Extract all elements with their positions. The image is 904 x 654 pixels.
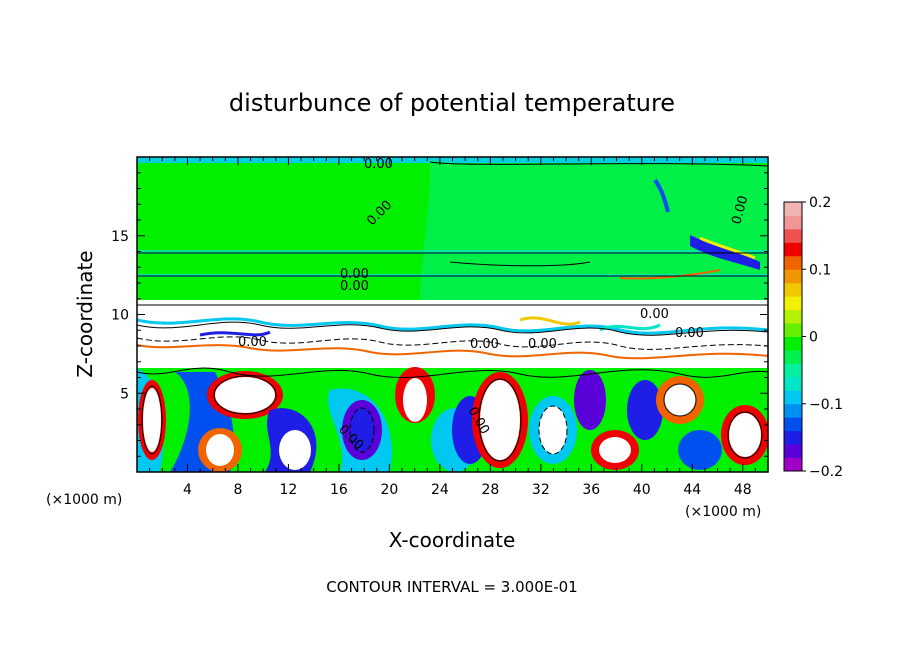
x-tick-label: 8	[233, 482, 242, 498]
colorbar-swatch	[784, 390, 802, 405]
x-tick-label: 20	[380, 482, 398, 498]
x-tick-label: 24	[431, 482, 449, 498]
colorbar-swatch	[784, 363, 802, 378]
contour-interval-note: CONTOUR INTERVAL = 3.000E-01	[326, 578, 577, 596]
y-axis: 5 10 15	[111, 172, 768, 457]
colorbar-tick-label: −0.2	[809, 464, 843, 480]
colorbar-swatch	[784, 255, 802, 270]
x-tick-label: 12	[280, 482, 298, 498]
colorbar-swatch	[784, 349, 802, 364]
y-tick-label: 5	[120, 386, 129, 402]
y-tick-label: 15	[111, 229, 129, 245]
colorbar-swatch	[784, 228, 802, 243]
colorbar-swatch	[784, 215, 802, 230]
x-axis: 4 8 12 16 20 24 28 32 36 40 44 48	[149, 157, 756, 498]
colorbar-swatch	[784, 202, 802, 216]
y-axis-label: Z-coordinate	[73, 250, 97, 377]
x-tick-label: 40	[633, 482, 651, 498]
contour-label: 0.00	[364, 157, 393, 172]
chart-title: disturbunce of potential temperature	[229, 89, 675, 117]
contour-lines	[137, 161, 768, 462]
x-tick-label: 4	[183, 482, 192, 498]
x-unit-left: (×1000 m)	[46, 492, 122, 508]
colorbar-swatch	[784, 309, 802, 324]
x-unit-right: (×1000 m)	[685, 504, 761, 520]
x-tick-label: 36	[582, 482, 600, 498]
colorbar-swatch	[784, 430, 802, 445]
x-tick-label: 16	[330, 482, 348, 498]
colorbar-swatch	[784, 269, 802, 284]
colorbar-swatch	[784, 296, 802, 311]
contour-label: 0.00	[729, 194, 751, 226]
x-tick-label: 44	[683, 482, 701, 498]
contour-label: 0.00	[640, 307, 669, 322]
colorbar-tick-label: 0.1	[809, 262, 831, 278]
colorbar-tick-label: 0	[809, 330, 818, 346]
y-tick-label: 10	[111, 308, 129, 324]
colorbar-swatch	[784, 242, 802, 257]
x-tick-label: 28	[481, 482, 499, 498]
contour-label: 0.00	[340, 279, 369, 294]
contour-label: 0.00	[470, 337, 499, 352]
x-axis-label: X-coordinate	[389, 528, 516, 552]
colorbar: 0.2 0.1 0 −0.1 −0.2	[783, 195, 843, 480]
x-tick-label: 32	[532, 482, 550, 498]
turbulent-band	[137, 306, 768, 368]
colorbar-swatch	[784, 417, 802, 432]
colorbar-swatch	[784, 403, 802, 418]
colorbar-swatch	[784, 323, 802, 337]
colorbar-swatch	[784, 457, 802, 472]
contour-label: 0.00	[528, 337, 557, 352]
contour-label: 0.00	[675, 326, 704, 341]
colorbar-tick-label: 0.2	[809, 195, 831, 211]
colorbar-swatch	[784, 336, 802, 351]
convective-field	[137, 367, 768, 472]
x-tick-label: 48	[734, 482, 752, 498]
contour-label: 0.00	[340, 267, 369, 282]
colorbar-swatch	[784, 376, 802, 391]
colorbar-swatch	[784, 444, 802, 459]
contour-label: 0.00	[238, 335, 267, 350]
plot-area: 0.00 0.00 0.00 0.00 0.00 0.00 0.00 0.00 …	[136, 156, 769, 473]
colorbar-tick-label: −0.1	[809, 397, 843, 413]
colorbar-swatch	[784, 282, 802, 297]
